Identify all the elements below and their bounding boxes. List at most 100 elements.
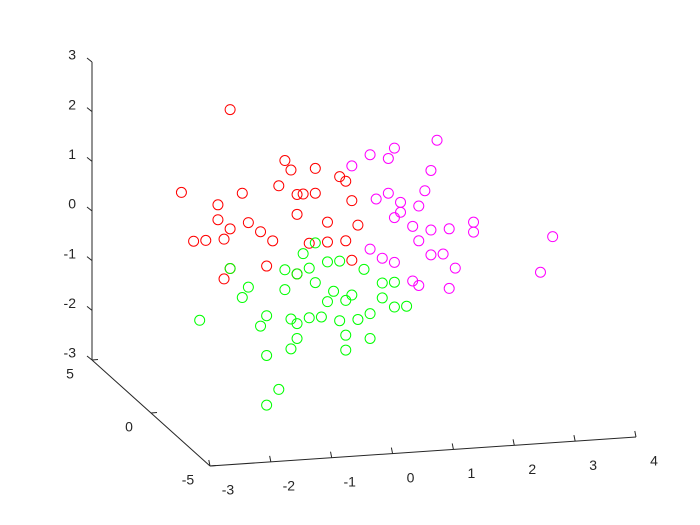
point [419,185,431,197]
point [437,248,449,260]
point [364,149,376,161]
point [321,216,333,228]
point [346,289,358,301]
point [376,292,388,304]
x-tick [390,447,394,454]
point [309,277,321,289]
x-tick-label: 0 [407,469,415,485]
point [425,249,437,261]
point [236,187,248,199]
point [401,300,413,312]
point [468,216,480,228]
x-tick [330,451,333,458]
point [443,223,455,235]
point [358,263,370,275]
point [297,188,309,200]
point [395,196,407,208]
point [443,282,455,294]
x-tick-label: 4 [650,453,658,469]
z-tick [86,57,93,63]
z-tick-label: -3 [64,345,77,361]
point [224,263,236,275]
x-tick-label: 3 [589,457,597,473]
point [175,186,187,198]
x-tick-label: -1 [343,473,356,489]
point [242,217,254,229]
point [309,237,321,249]
point [279,264,291,276]
point [534,266,546,278]
y-tick-label: -5 [182,472,195,488]
point [340,175,352,187]
point [370,193,382,205]
point [303,262,315,274]
point [309,162,321,174]
point [261,399,273,411]
point [388,142,400,154]
x-tick [512,439,515,446]
point [255,226,267,238]
point [279,155,291,167]
point [340,329,352,341]
point [340,344,352,356]
point [346,160,358,172]
x-tick [269,455,272,462]
point [364,243,376,255]
point [376,252,388,264]
point [388,301,400,313]
point [218,273,230,285]
x-tick-label: -2 [283,478,296,494]
z-tick-label: -1 [64,245,77,261]
y-tick-label: 0 [125,419,133,435]
z-tick-label: -2 [64,295,77,311]
point [340,235,352,247]
point [188,235,200,247]
point [413,280,425,292]
point [212,214,224,226]
point [242,281,254,293]
point [321,256,333,268]
point [352,313,364,325]
z-tick-label: 2 [68,96,76,112]
point [297,248,309,260]
point [236,292,248,304]
point [364,308,376,320]
point [449,262,461,274]
point [194,314,206,326]
z-tick-label: 1 [68,146,76,162]
point [413,235,425,247]
point [212,199,224,211]
point [291,268,303,280]
point [321,296,333,308]
point [468,226,480,238]
x-tick [634,430,637,438]
point [413,200,425,212]
y-tick-label: 5 [66,366,74,382]
point [309,187,321,199]
point [285,164,297,176]
point [261,349,273,361]
point [255,320,267,332]
point [224,223,236,235]
x-tick [451,443,454,450]
z-tick [86,107,93,113]
point [328,285,340,297]
point [224,104,236,116]
point [388,276,400,288]
point [334,315,346,327]
point [303,312,315,324]
x-tick [208,459,211,467]
point [334,255,346,267]
point [346,254,358,266]
y-tick [209,465,217,467]
point [431,134,443,146]
point [303,237,315,249]
y-tick [150,412,158,414]
z-tick [86,256,93,262]
x-tick [573,435,576,442]
point [340,294,352,306]
point [285,343,297,355]
point [291,332,303,344]
point [376,277,388,289]
